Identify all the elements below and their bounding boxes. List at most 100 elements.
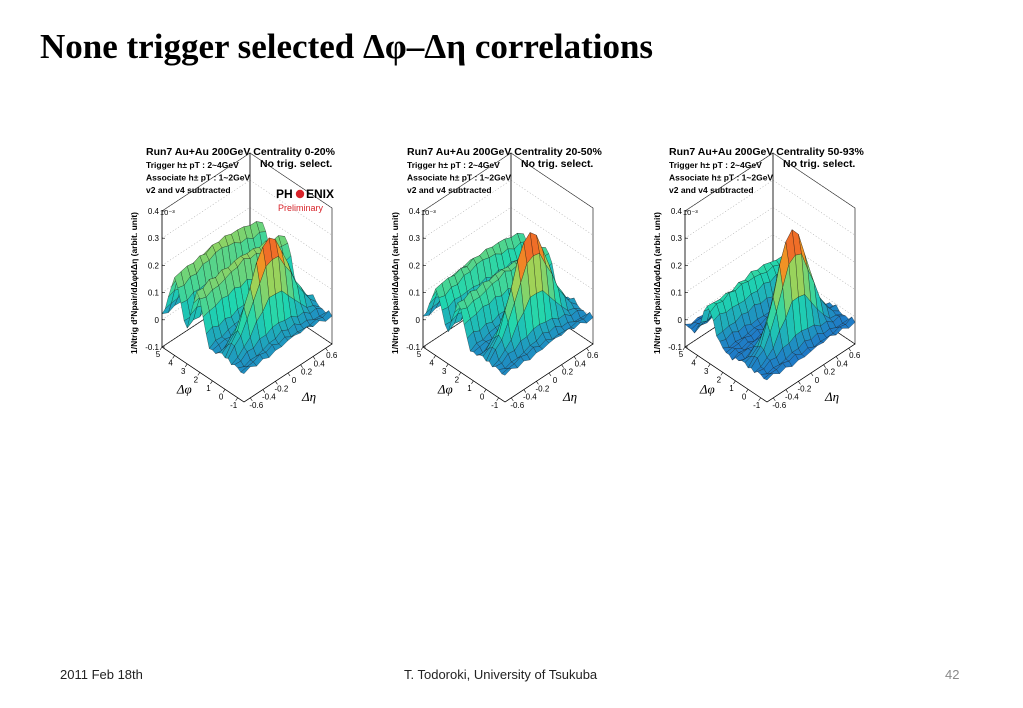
x-axis-label: Δφ [437, 382, 453, 397]
x-tick [745, 389, 749, 393]
chart-annotation: Trigger h± pT : 2~4GeV [407, 160, 500, 170]
chart-annotation: Associate h± pT : 1~2GeV [669, 173, 773, 183]
x-tick [458, 372, 462, 376]
y-tick-label: -0.4 [785, 393, 799, 402]
surface [684, 229, 856, 381]
y-tick [325, 347, 328, 352]
footer-author: T. Todoroki, University of Tsukuba [404, 667, 598, 682]
surface [161, 221, 333, 374]
y-tick [511, 397, 514, 402]
y-tick-label: 0.2 [824, 368, 836, 377]
x-tick-label: 3 [704, 367, 709, 376]
footer-date: 2011 Feb 18th [60, 667, 143, 682]
x-tick [471, 380, 474, 385]
z-axis-label: 1/Ntrig d²Npair/dΔφdΔη (arbit. unit) [652, 212, 662, 354]
x-tick [707, 363, 711, 368]
z-tick-label: 0 [416, 316, 421, 325]
x-tick-label: 5 [156, 350, 161, 359]
chart-annotation: v2 and v4 subtracted [669, 185, 754, 195]
logo-text-left: PH [276, 187, 293, 201]
x-tick-label: 4 [429, 358, 434, 367]
z-tick-label: 0.1 [671, 289, 683, 298]
x-tick-label: 1 [467, 384, 472, 393]
y-tick [312, 356, 316, 360]
z-tick-label: 0.2 [671, 261, 683, 270]
x-tick-label: 2 [194, 375, 199, 384]
x-tick-label: 2 [455, 375, 460, 384]
y-tick [848, 347, 851, 352]
x-tick-label: -1 [753, 401, 761, 410]
y-tick [798, 381, 801, 385]
x-tick [222, 389, 226, 393]
x-tick-label: 5 [417, 350, 422, 359]
z-tick-label: 0.3 [409, 234, 421, 243]
logo-preliminary: Preliminary [278, 203, 324, 213]
y-tick [250, 397, 253, 402]
x-tick-label: -1 [491, 401, 499, 410]
z-tick-label: 0.4 [148, 207, 160, 216]
y-tick [523, 389, 527, 393]
z-tick-label: 0.1 [148, 289, 160, 298]
x-tick-label: 2 [717, 375, 722, 384]
x-tick-label: 1 [206, 384, 211, 393]
x-tick-label: 4 [168, 358, 173, 367]
x-tick-label: 0 [219, 392, 224, 401]
x-tick [758, 397, 761, 401]
page-title: None trigger selected Δφ–Δη correlations [40, 27, 654, 66]
axes: -0.100.10.20.30.4 10⁻³1/Ntrig d²Npair/dΔφ… [652, 207, 861, 410]
z-axis-label: 1/Ntrig d²Npair/dΔφdΔη (arbit. unit) [390, 212, 400, 354]
z-tick-label: -0.1 [406, 343, 420, 352]
x-tick [682, 346, 686, 351]
z-tick-label: -0.1 [145, 343, 159, 352]
surface-plot-svg: Run7 Au+Au 200GeV Centrality 0-20%No tri… [129, 146, 338, 410]
x-tick [445, 363, 449, 368]
y-tick-label: -0.6 [249, 401, 263, 410]
axes: -0.100.10.20.30.4 10⁻³1/Ntrig d²Npair/dΔφ… [129, 207, 338, 410]
x-tick [235, 397, 238, 401]
z-tick-label: 0.1 [409, 289, 421, 298]
x-tick-label: 5 [679, 350, 684, 359]
y-tick-label: 0.2 [562, 368, 574, 377]
x-axis-line [161, 346, 245, 403]
chart-annotation: No trig. select. [260, 158, 332, 170]
correlation-plot-20-50: Run7 Au+Au 200GeV Centrality 20-50% No tr… [383, 142, 621, 414]
z-tick-label: 0.4 [409, 207, 421, 216]
y-tick [262, 389, 266, 393]
x-tick-label: 1 [729, 384, 734, 393]
y-tick [275, 381, 278, 385]
y-tick [835, 356, 839, 360]
z-tick-label: 0.2 [409, 261, 421, 270]
correlation-plot-0-20: Run7 Au+Au 200GeV Centrality 0-20% No tri… [122, 142, 360, 414]
x-tick [695, 355, 698, 359]
y-tick [773, 397, 776, 402]
y-tick-label: -0.4 [262, 393, 276, 402]
wall-gridline [684, 207, 856, 266]
y-tick [810, 372, 814, 377]
chart-annotation: Associate h± pT : 1~2GeV [407, 173, 511, 183]
chart-annotation: No trig. select. [521, 158, 593, 170]
phenix-logo: PH ENIX Preliminary [276, 187, 334, 213]
z-tick-label: 0.3 [671, 234, 683, 243]
y-tick-label: -0.4 [523, 393, 537, 402]
surface-cell [763, 373, 774, 381]
surface-plot-svg: Run7 Au+Au 200GeV Centrality 50-93%No tr… [652, 146, 864, 410]
x-tick [720, 372, 724, 376]
x-tick [420, 346, 424, 351]
x-tick-label: 3 [442, 367, 447, 376]
y-tick-label: -0.6 [510, 401, 524, 410]
chart-title: Run7 Au+Au 200GeV Centrality 0-20% [146, 146, 336, 158]
x-tick [197, 372, 201, 376]
y-tick-label: 0.4 [837, 359, 849, 368]
surface-cell [240, 366, 251, 374]
y-tick [586, 347, 589, 352]
x-tick-label: 0 [480, 392, 485, 401]
chart-title: Run7 Au+Au 200GeV Centrality 50-93% [669, 146, 864, 158]
surface [422, 231, 594, 376]
z-axis-label: 1/Ntrig d²Npair/dΔφdΔη (arbit. unit) [129, 212, 139, 354]
x-tick-label: 0 [742, 392, 747, 401]
x-axis-line [684, 346, 768, 403]
y-tick-label: 0.6 [587, 351, 599, 360]
y-tick [785, 389, 789, 393]
y-tick-label: 0.4 [314, 359, 326, 368]
y-tick-label: 0 [553, 376, 558, 385]
